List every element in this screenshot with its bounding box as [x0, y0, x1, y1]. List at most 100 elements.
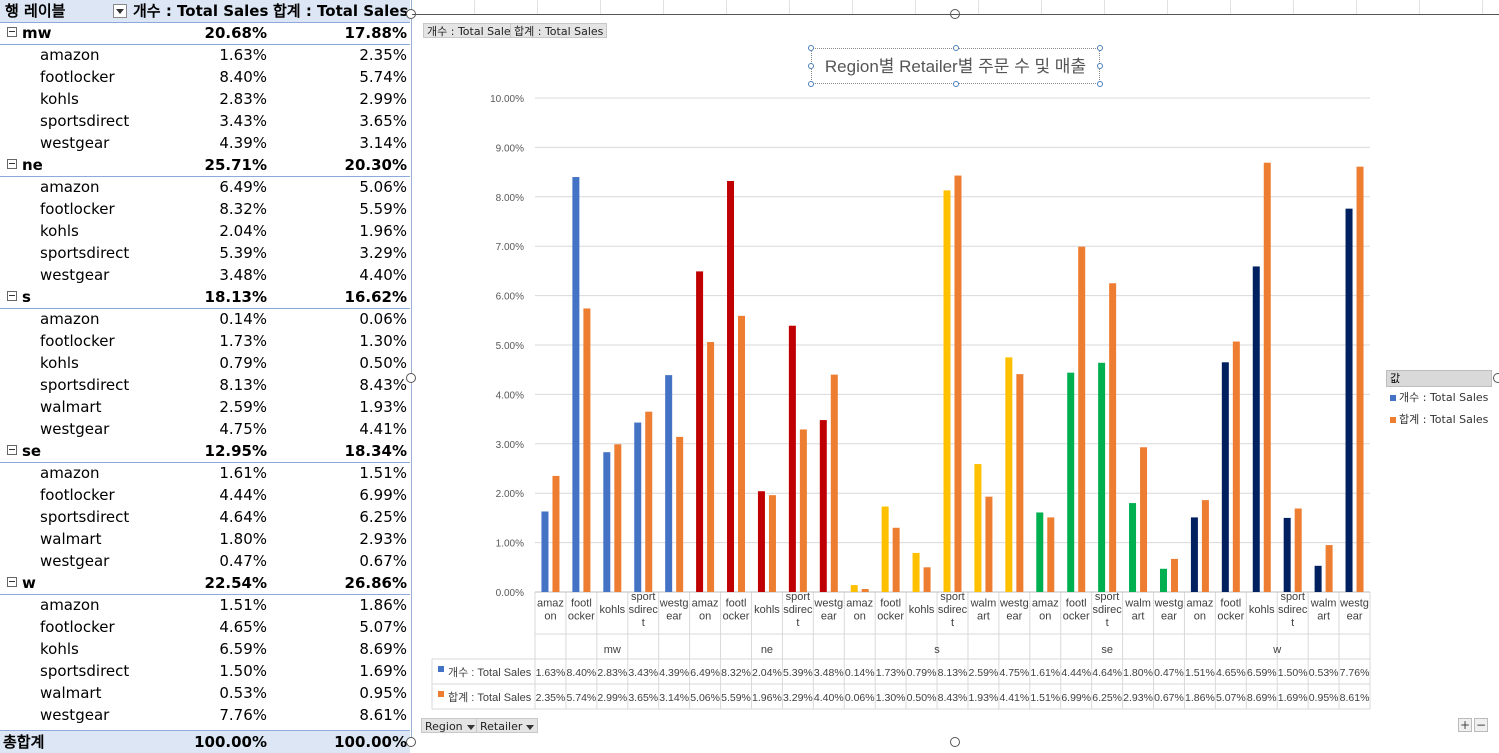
- title-select-handle[interactable]: [1097, 45, 1103, 51]
- retailer-row[interactable]: westgear 3.48% 4.40%: [0, 264, 410, 286]
- retailer-row[interactable]: sportsdirect 8.13% 8.43%: [0, 374, 410, 396]
- retailer-row[interactable]: footlocker 4.65% 5.07%: [0, 616, 410, 638]
- retailer-row[interactable]: walmart 0.53% 0.95%: [0, 682, 410, 704]
- value-field-button-sum[interactable]: 합계 : Total Sales: [510, 23, 608, 38]
- title-select-handle[interactable]: [808, 45, 814, 51]
- retailer-row[interactable]: footlocker 8.40% 5.74%: [0, 66, 410, 88]
- bar-count-mw-footlocker: [572, 177, 580, 593]
- title-select-handle[interactable]: [1097, 63, 1103, 69]
- retailer-row[interactable]: westgear 7.76% 8.61%: [0, 704, 410, 726]
- bar-count-mw-westgear: [665, 375, 673, 592]
- title-select-handle[interactable]: [953, 81, 959, 87]
- chart-resize-handle-left[interactable]: [406, 373, 416, 383]
- value-field-button-count[interactable]: 개수 : Total Sales: [423, 23, 521, 38]
- region-count-value: 18.13%: [204, 288, 267, 306]
- collapse-minus-icon[interactable]: [7, 291, 17, 301]
- collapse-minus-icon[interactable]: [7, 445, 17, 455]
- sum-column-header[interactable]: 합계 : Total Sales: [273, 2, 409, 20]
- category-label-sportsdirect: sport: [631, 591, 655, 603]
- retailer-row[interactable]: sportsdirect 3.43% 3.65%: [0, 110, 410, 132]
- collapse-minus-icon[interactable]: [7, 159, 17, 169]
- retailer-row[interactable]: sportsdirect 1.50% 1.69%: [0, 660, 410, 682]
- category-label-footlocker: ocker: [1063, 611, 1090, 623]
- data-table-value: 0.50%: [907, 692, 937, 704]
- retailer-sum-value: 6.99%: [359, 486, 407, 504]
- collapse-minus-icon[interactable]: [7, 27, 17, 37]
- title-select-handle[interactable]: [808, 81, 814, 87]
- retailer-row[interactable]: walmart 2.59% 1.93%: [0, 396, 410, 418]
- retailer-count-value: 0.79%: [219, 354, 267, 372]
- title-select-handle[interactable]: [1097, 81, 1103, 87]
- retailer-row[interactable]: kohls 0.79% 0.50%: [0, 352, 410, 374]
- region-row-se[interactable]: se 12.95% 18.34%: [0, 440, 410, 463]
- retailer-row[interactable]: westgear 4.39% 3.14%: [0, 132, 410, 154]
- retailer-sum-value: 8.69%: [359, 640, 407, 658]
- region-row-mw[interactable]: mw 20.68% 17.88%: [0, 22, 410, 45]
- retailer-row[interactable]: amazon 6.49% 5.06%: [0, 176, 410, 198]
- retailer-row[interactable]: amazon 1.51% 1.86%: [0, 594, 410, 616]
- title-select-handle[interactable]: [808, 63, 814, 69]
- retailer-row[interactable]: footlocker 8.32% 5.59%: [0, 198, 410, 220]
- data-table-value: 6.99%: [1061, 692, 1091, 704]
- region-sum-value: 20.30%: [344, 156, 407, 174]
- region-row-ne[interactable]: ne 25.71% 20.30%: [0, 154, 410, 177]
- chart-resize-handle-right[interactable]: [1493, 373, 1499, 383]
- data-table-value: 4.64%: [1092, 667, 1122, 679]
- row-label-header[interactable]: 행 레이블: [5, 2, 66, 20]
- value-field-label-sum: 합계 : Total Sales: [514, 25, 604, 38]
- retailer-row[interactable]: westgear 4.75% 4.41%: [0, 418, 410, 440]
- bar-count-mw-amazon: [541, 511, 549, 592]
- legend-item-sum[interactable]: 합계 : Total Sales: [1386, 409, 1492, 431]
- retailer-row[interactable]: kohls 2.04% 1.96%: [0, 220, 410, 242]
- collapse-field-button[interactable]: −: [1474, 718, 1488, 732]
- value-field-label-count: 개수 : Total Sales: [427, 25, 517, 38]
- retailer-row[interactable]: westgear 0.47% 0.67%: [0, 550, 410, 572]
- pivot-header-row: 행 레이블 개수 : Total Sales 합계 : Total Sales: [0, 0, 410, 23]
- legend-header[interactable]: 값: [1386, 370, 1492, 387]
- axis-field-button-region[interactable]: Region: [421, 718, 479, 733]
- legend-item-count[interactable]: 개수 : Total Sales: [1386, 387, 1492, 409]
- retailer-row[interactable]: sportsdirect 5.39% 3.29%: [0, 242, 410, 264]
- data-table-value: 0.47%: [1154, 667, 1184, 679]
- category-label-westgear: westg: [1154, 598, 1184, 610]
- retailer-label: sportsdirect: [40, 244, 130, 262]
- bar-sum-mw-kohls: [614, 444, 622, 592]
- region-row-s[interactable]: s 18.13% 16.62%: [0, 286, 410, 309]
- retailer-count-value: 1.51%: [219, 596, 267, 614]
- retailer-count-value: 2.04%: [219, 222, 267, 240]
- retailer-count-value: 0.14%: [219, 310, 267, 328]
- bar-sum-s-kohls: [923, 567, 931, 592]
- retailer-row[interactable]: walmart 1.80% 2.93%: [0, 528, 410, 550]
- data-table-value: 4.75%: [999, 667, 1029, 679]
- retailer-row[interactable]: footlocker 4.44% 6.99%: [0, 484, 410, 506]
- axis-field-button-retailer[interactable]: Retailer: [476, 718, 539, 733]
- expand-field-button[interactable]: +: [1458, 718, 1472, 732]
- legend[interactable]: 값 개수 : Total Sales 합계 : Total Sales: [1386, 370, 1492, 431]
- region-row-w[interactable]: w 22.54% 26.86%: [0, 572, 410, 595]
- retailer-row[interactable]: amazon 0.14% 0.06%: [0, 308, 410, 330]
- retailer-row[interactable]: amazon 1.63% 2.35%: [0, 44, 410, 66]
- retailer-row[interactable]: sportsdirect 4.64% 6.25%: [0, 506, 410, 528]
- data-table-value: 1.50%: [1278, 667, 1308, 679]
- count-column-header[interactable]: 개수 : Total Sales: [133, 2, 269, 20]
- region-count-value: 12.95%: [204, 442, 267, 460]
- retailer-count-value: 3.48%: [219, 266, 267, 284]
- category-label-footlocker: footl: [880, 598, 901, 610]
- y-tick-label: 5.00%: [496, 341, 524, 352]
- legend-swatch-count: [1390, 395, 1396, 401]
- pivot-table[interactable]: 행 레이블 개수 : Total Sales 합계 : Total Sales …: [0, 0, 412, 753]
- row-label-filter-dropdown-icon[interactable]: [113, 4, 127, 18]
- retailer-row[interactable]: footlocker 1.73% 1.30%: [0, 330, 410, 352]
- legend-swatch-sum: [1390, 417, 1396, 423]
- category-label-footlocker: footl: [571, 598, 592, 610]
- retailer-row[interactable]: kohls 2.83% 2.99%: [0, 88, 410, 110]
- category-label-sportsdirect: t: [796, 617, 799, 629]
- retailer-row[interactable]: amazon 1.61% 1.51%: [0, 462, 410, 484]
- retailer-count-value: 0.47%: [219, 552, 267, 570]
- collapse-minus-icon[interactable]: [7, 577, 17, 587]
- title-select-handle[interactable]: [953, 45, 959, 51]
- retailer-label: walmart: [40, 684, 102, 702]
- category-label-walmart: art: [1317, 611, 1330, 623]
- data-table-value: 3.29%: [783, 692, 813, 704]
- retailer-row[interactable]: kohls 6.59% 8.69%: [0, 638, 410, 660]
